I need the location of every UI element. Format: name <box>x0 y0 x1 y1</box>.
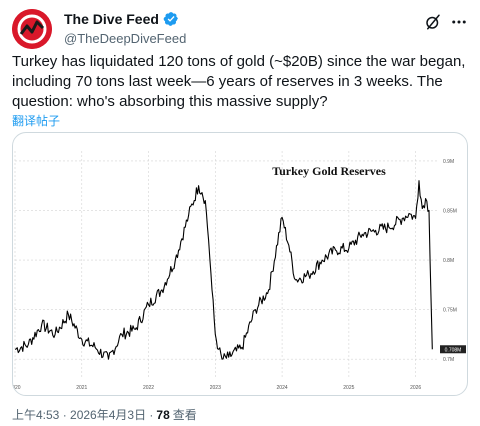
y-tick-label: 0.75M <box>443 308 457 314</box>
handle[interactable]: @TheDeepDiveFeed <box>64 31 187 46</box>
display-name-row: The Dive Feed <box>64 10 186 28</box>
gold-reserves-line <box>14 180 433 360</box>
tweet-text: Turkey has liquidated 120 tons of gold (… <box>12 53 466 110</box>
display-name[interactable]: The Dive Feed <box>64 11 159 27</box>
grok-icon[interactable] <box>424 13 442 31</box>
translate-post-link[interactable]: 翻译帖子 <box>12 114 61 128</box>
last-value-label: 0.708M <box>445 347 462 353</box>
chart-title: Turkey Gold Reserves <box>272 164 386 178</box>
x-tick-label: 2022 <box>143 385 154 391</box>
y-tick-label: 0.85M <box>443 208 457 214</box>
author-names: The Dive Feed @TheDeepDiveFeed <box>64 10 186 46</box>
x-tick-label: 2021 <box>76 385 87 391</box>
tweet-meta: 上午4:53 · 2026年4月3日 · 78 查看 <box>12 406 197 423</box>
views-label: 查看 <box>172 408 197 422</box>
last-value-badge <box>440 345 466 354</box>
more-icon[interactable] <box>450 13 468 31</box>
y-tick-label: 0.7M <box>443 357 454 363</box>
x-tick-label: 2026 <box>410 385 421 391</box>
x-tick-label: 2024 <box>277 385 288 391</box>
timestamp[interactable]: 上午4:53 · 2026年4月3日 · <box>12 408 154 422</box>
avatar-logo <box>12 9 52 49</box>
tweet-header: The Dive Feed @TheDeepDiveFeed <box>12 9 468 49</box>
views-count: 78 <box>156 407 170 422</box>
avatar[interactable] <box>12 9 52 49</box>
x-tick-label: 2025 <box>343 385 354 391</box>
y-tick-label: 0.9M <box>443 159 454 165</box>
x-tick-label: 2023 <box>210 385 221 391</box>
verified-badge-icon <box>163 12 178 26</box>
y-tick-label: 0.8M <box>443 258 454 264</box>
